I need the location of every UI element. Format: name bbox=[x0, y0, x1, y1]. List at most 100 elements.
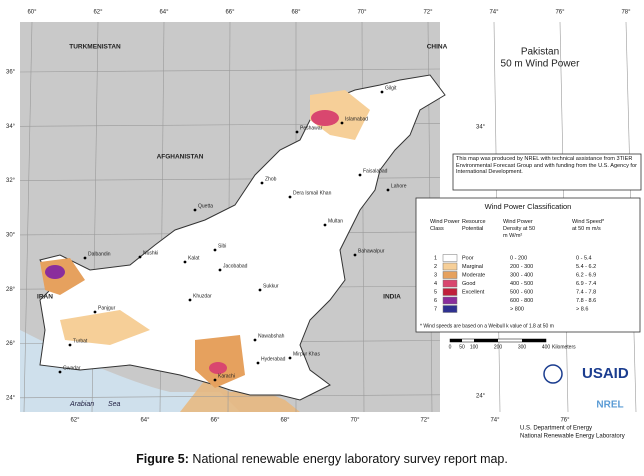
city-label: Nushki bbox=[143, 250, 158, 256]
nrel-logo: NREL bbox=[596, 400, 623, 411]
city-marker bbox=[58, 370, 62, 374]
parallel bbox=[19, 394, 441, 399]
city-label: Peshawar bbox=[300, 125, 323, 131]
city-marker bbox=[193, 208, 197, 212]
legend-class: 1 bbox=[434, 255, 437, 261]
city-marker bbox=[218, 268, 222, 272]
city-marker bbox=[340, 121, 344, 125]
longitude-label: 62° bbox=[93, 10, 103, 16]
longitude-label: 66° bbox=[210, 418, 220, 424]
legend-potential: Marginal bbox=[462, 264, 483, 270]
city-label: Quetta bbox=[198, 203, 213, 209]
scale-tick: 0 bbox=[449, 344, 452, 350]
longitude-label: 66° bbox=[225, 10, 235, 16]
city-label: Nawabshah bbox=[258, 333, 285, 339]
legend-speed: 7.4 - 7.8 bbox=[576, 289, 596, 295]
wind-zone bbox=[311, 110, 339, 126]
caption-text: National renewable energy laboratory sur… bbox=[188, 452, 508, 466]
longitude-label: 70° bbox=[357, 10, 367, 16]
scale-tick: 300 bbox=[518, 344, 527, 350]
wind-zone bbox=[209, 362, 227, 374]
longitude-label: 72° bbox=[423, 10, 433, 16]
longitude-label: 78° bbox=[621, 10, 631, 16]
longitude-label: 64° bbox=[140, 418, 150, 424]
legend-density: 400 - 500 bbox=[510, 281, 533, 287]
pakistan bbox=[39, 74, 446, 401]
longitude-label: 72° bbox=[420, 418, 430, 424]
legend-density: 300 - 400 bbox=[510, 272, 533, 278]
scale-bar-segment bbox=[474, 339, 498, 342]
agency: U.S. Department of Energy bbox=[520, 426, 592, 432]
city-marker bbox=[213, 248, 217, 252]
parallel bbox=[19, 68, 441, 73]
latitude-label: 34° bbox=[476, 125, 486, 131]
longitude-label: 70° bbox=[350, 418, 360, 424]
legend-speed: 6.9 - 7.4 bbox=[576, 281, 596, 287]
legend-class: 5 bbox=[434, 289, 437, 295]
legend-density: 200 - 300 bbox=[510, 264, 533, 270]
sea-area bbox=[20, 330, 240, 412]
legend-potential: Excellent bbox=[462, 289, 485, 295]
longitude-label: 74° bbox=[489, 10, 499, 16]
city-label: Islamabad bbox=[345, 116, 368, 122]
city-label: Sukkur bbox=[263, 283, 279, 289]
city-marker bbox=[260, 181, 264, 185]
city-label: Kalat bbox=[188, 255, 200, 261]
city-label: Hyderabad bbox=[261, 356, 286, 362]
country-label: IRAN bbox=[37, 294, 53, 301]
longitude-label: 68° bbox=[291, 10, 301, 16]
legend-header: Wind Speed* at 50 m m/s bbox=[572, 219, 605, 232]
scale-tick: 200 bbox=[494, 344, 503, 350]
caption-label: Figure 5: bbox=[136, 452, 189, 466]
legend-speed: > 8.6 bbox=[576, 306, 588, 312]
legend-swatch bbox=[442, 288, 458, 296]
scale-bar-segment bbox=[450, 339, 462, 342]
legend-swatch bbox=[442, 262, 458, 271]
legend-speed: 5.4 - 6.2 bbox=[576, 264, 596, 270]
caption: Figure 5: National renewable energy labo… bbox=[0, 452, 644, 466]
legend-header: Wind Power Density at 50 m W/m² bbox=[503, 219, 535, 239]
city-marker bbox=[323, 223, 327, 227]
wind-zone bbox=[60, 310, 150, 345]
latitude-label: 36° bbox=[6, 70, 16, 76]
city-label: Dalbandin bbox=[88, 251, 111, 257]
latitude-label: 24° bbox=[6, 395, 16, 401]
latitude-label: 28° bbox=[6, 287, 16, 293]
city-marker bbox=[380, 90, 384, 94]
legend-class: 3 bbox=[434, 272, 437, 278]
legend-title: Wind Power Classification bbox=[485, 202, 572, 211]
legend-speed: 6.2 - 6.9 bbox=[576, 272, 596, 278]
city-label: Karachi bbox=[218, 373, 235, 379]
country-label: AFGHANISTAN bbox=[157, 154, 204, 161]
longitude-label: 60° bbox=[27, 10, 37, 16]
legend-swatch bbox=[442, 279, 458, 288]
latitude-label: 30° bbox=[6, 232, 16, 238]
scale-tick: 100 bbox=[470, 344, 479, 350]
longitude-label: 62° bbox=[70, 418, 80, 424]
legend-speed: 0 - 5.4 bbox=[576, 255, 592, 261]
sea-label: Arabian bbox=[69, 401, 94, 408]
city-label: Zhob bbox=[265, 176, 277, 182]
note-box bbox=[452, 153, 642, 191]
legend-header: Resource Potential bbox=[462, 219, 486, 232]
city-label: Multan bbox=[328, 218, 343, 224]
legend-swatch bbox=[442, 271, 458, 279]
map-title: Pakistan bbox=[521, 47, 559, 58]
note-text: This map was produced by NREL with techn… bbox=[456, 156, 637, 176]
legend-speed: 7.8 - 8.6 bbox=[576, 298, 596, 304]
scale-bar-segment bbox=[522, 339, 546, 342]
city-marker bbox=[93, 310, 97, 314]
city-marker bbox=[83, 256, 87, 260]
longitude-label: 76° bbox=[560, 418, 570, 424]
city-marker bbox=[138, 255, 142, 259]
legend-class: 6 bbox=[434, 298, 437, 304]
city-label: Dera Ismail Khan bbox=[293, 190, 332, 196]
city-label: Jacobabad bbox=[223, 263, 248, 269]
city-label: Turbat bbox=[73, 338, 88, 344]
city-marker bbox=[253, 338, 257, 342]
legend-potential: Good bbox=[462, 281, 475, 287]
usaid-logo: USAID bbox=[582, 365, 629, 382]
agency: National Renewable Energy Laboratory bbox=[520, 434, 625, 440]
city-marker bbox=[288, 356, 292, 360]
